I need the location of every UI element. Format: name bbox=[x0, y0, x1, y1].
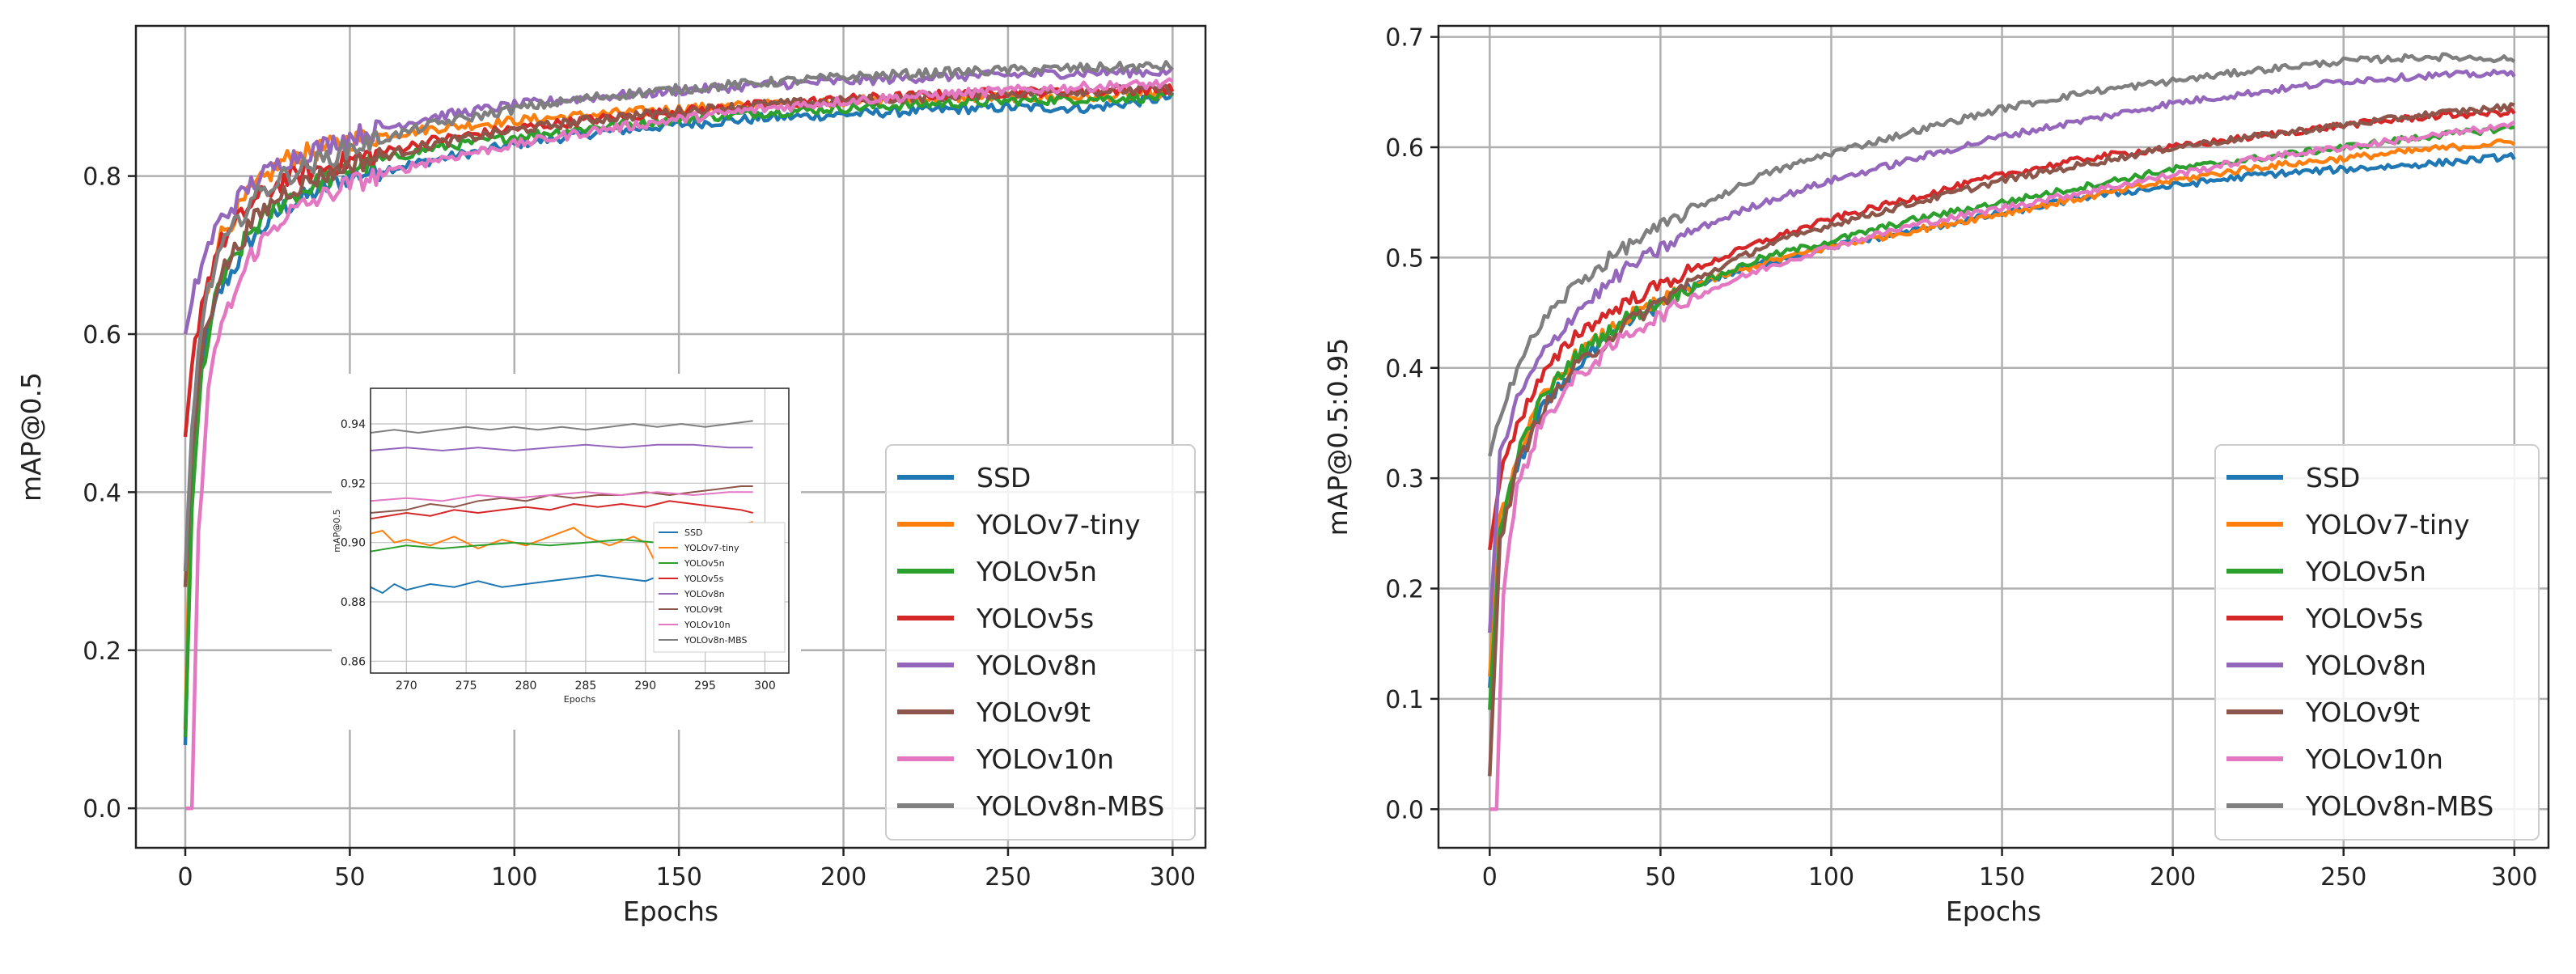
inset-series-line-yolov5s bbox=[370, 500, 753, 520]
legend-label: YOLOv10n bbox=[976, 743, 1114, 775]
x-tick-label: 100 bbox=[1808, 863, 1854, 891]
legend-label: YOLOv8n bbox=[976, 650, 1097, 681]
legend-label: YOLOv5s bbox=[2305, 603, 2423, 634]
x-tick-label: 300 bbox=[1150, 863, 1196, 891]
y-tick-label: 0.2 bbox=[1385, 576, 1424, 604]
inset-x-tick-label: 290 bbox=[634, 680, 656, 692]
y-tick-label: 0.4 bbox=[1385, 355, 1424, 383]
legend-box bbox=[885, 444, 1196, 841]
legend-box bbox=[2214, 444, 2540, 841]
inset-legend-label: YOLOv9t bbox=[684, 604, 723, 615]
series-line-yolov9t bbox=[1488, 102, 2515, 777]
y-tick-label: 0.0 bbox=[1385, 796, 1424, 824]
inset-y-tick-label: 0.88 bbox=[341, 596, 366, 609]
x-tick-label: 100 bbox=[491, 863, 537, 891]
inset-x-tick-label: 270 bbox=[396, 680, 417, 692]
inset-x-axis-label: Epochs bbox=[564, 694, 596, 705]
legend: SSD YOLOv7-tiny YOLOv5n YOLOv5s YOLOv8n YOLOv… bbox=[2214, 444, 2540, 841]
legend-label: YOLOv8n-MBS bbox=[2305, 790, 2493, 822]
inset-x-tick-label: 285 bbox=[575, 680, 597, 692]
y-tick-label: 0.4 bbox=[83, 479, 121, 507]
x-tick-label: 250 bbox=[2320, 863, 2366, 891]
y-axis-label: mAP@0.5:0.95 bbox=[1322, 338, 1354, 536]
x-tick-label: 300 bbox=[2491, 863, 2537, 891]
x-axis-label: Epochs bbox=[623, 896, 718, 927]
inset-x-tick-label: 300 bbox=[754, 680, 776, 692]
series-line-yolov8n-mbs bbox=[1488, 52, 2516, 457]
y-tick-label: 0.3 bbox=[1385, 465, 1424, 493]
y-tick-label: 0.8 bbox=[83, 163, 121, 192]
axes-frame bbox=[1437, 24, 2550, 849]
inset-legend-label: YOLOv8n bbox=[684, 589, 725, 599]
inset-chart: 270 275 280 285 290 295 300 0.86 0.88 0.90 0.92 0.9… bbox=[332, 374, 801, 730]
chart-panel-map5095: 0 50 100 150 200 250 300 0.0 0.1 0.2 0.3 0.4 0.5 0.6 0… bbox=[1322, 24, 2550, 927]
legend-label: SSD bbox=[2306, 462, 2360, 493]
legend-label: YOLOv10n bbox=[2305, 743, 2443, 775]
x-tick-label: 150 bbox=[656, 863, 702, 891]
y-tick-label: 0.2 bbox=[83, 637, 121, 666]
inset-y-tick-label: 0.92 bbox=[341, 477, 366, 490]
inset-legend-box bbox=[653, 522, 786, 653]
x-tick-label: 200 bbox=[2150, 863, 2196, 891]
chart-panel-map50: 0 50 100 150 200 250 300 0.0 0.2 0.4 0.6 0.8 Epochs m… bbox=[15, 24, 1207, 927]
legend-label: YOLOv9t bbox=[2305, 697, 2420, 728]
legend-label: YOLOv7-tiny bbox=[976, 509, 1141, 540]
legend-label: YOLOv8n bbox=[2305, 650, 2426, 681]
y-tick-label: 0.0 bbox=[83, 795, 121, 824]
legend-label: YOLOv5n bbox=[2305, 556, 2426, 587]
inset-legend-label: YOLOv5n bbox=[684, 558, 725, 569]
series-line-yolov8n-mbs bbox=[183, 60, 1174, 572]
inset-y-tick-label: 0.94 bbox=[341, 418, 366, 431]
inset-y-tick-label: 0.90 bbox=[341, 537, 366, 550]
inset-legend-label: YOLOv5s bbox=[684, 574, 724, 584]
legend-label: YOLOv7-tiny bbox=[2305, 509, 2470, 540]
series-line-yolov9t bbox=[183, 83, 1173, 587]
legend-label: YOLOv5s bbox=[976, 603, 1094, 634]
legend-label: YOLOv9t bbox=[976, 697, 1091, 728]
series-line-yolov10n bbox=[1489, 120, 2515, 811]
legend-label: YOLOv5n bbox=[976, 556, 1097, 587]
x-tick-label: 0 bbox=[1482, 863, 1498, 891]
series-line-yolov10n bbox=[185, 77, 1174, 811]
inset-x-tick-label: 280 bbox=[515, 680, 537, 692]
inset-x-tick-label: 295 bbox=[694, 680, 716, 692]
x-tick-label: 50 bbox=[334, 863, 365, 891]
inset-series-line-yolov9t bbox=[370, 485, 753, 514]
legend: SSD YOLOv7-tiny YOLOv5n YOLOv5s YOLOv8n YOLOv… bbox=[885, 444, 1196, 841]
inset-series-line-yolov8n bbox=[370, 443, 753, 452]
y-tick-label: 0.6 bbox=[83, 321, 121, 349]
y-tick-label: 0.5 bbox=[1385, 244, 1424, 273]
y-tick-label: 0.6 bbox=[1385, 134, 1424, 163]
inset-y-tick-label: 0.86 bbox=[341, 655, 366, 668]
x-tick-label: 50 bbox=[1645, 863, 1676, 891]
inset-y-axis-label: mAP@0.5 bbox=[332, 509, 342, 552]
x-axis-label: Epochs bbox=[1946, 896, 2041, 927]
y-tick-label: 0.1 bbox=[1385, 686, 1424, 714]
legend-label: SSD bbox=[977, 462, 1031, 493]
inset-series-line-yolov8n-mbs bbox=[370, 420, 753, 434]
inset-legend-label: YOLOv8n-MBS bbox=[684, 635, 747, 646]
axes-frame bbox=[134, 24, 1207, 849]
inset-series-line-yolov10n bbox=[370, 491, 753, 502]
x-tick-label: 200 bbox=[820, 863, 866, 891]
series-line-yolov5n bbox=[183, 91, 1174, 738]
x-tick-label: 150 bbox=[1979, 863, 2025, 891]
inset-legend-label: YOLOv10n bbox=[684, 620, 731, 630]
inset-frame bbox=[370, 387, 790, 674]
inset-legend-label: YOLOv7-tiny bbox=[684, 543, 739, 553]
legend-label: YOLOv8n-MBS bbox=[976, 790, 1164, 822]
x-tick-label: 250 bbox=[985, 863, 1031, 891]
x-tick-label: 0 bbox=[177, 863, 193, 891]
inset-legend-label: SSD bbox=[684, 527, 702, 538]
y-tick-label: 0.7 bbox=[1385, 24, 1424, 53]
y-axis-label: mAP@0.5 bbox=[15, 372, 47, 502]
inset-x-tick-label: 275 bbox=[455, 680, 477, 692]
series-line-yolov8n bbox=[1488, 69, 2516, 633]
